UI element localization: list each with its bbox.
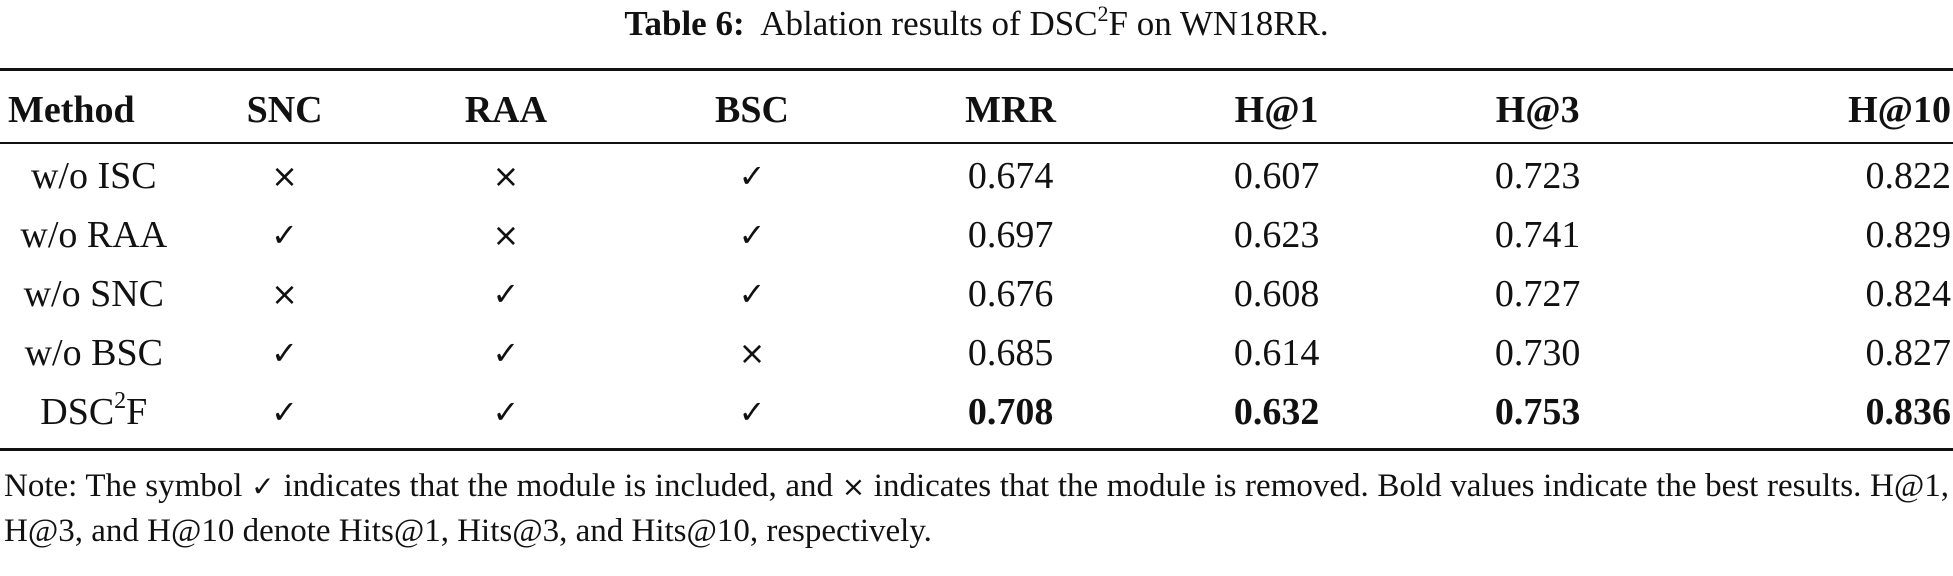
header-row: Method SNC RAA BSC MRR H@1 H@3 H@10 [0, 78, 1953, 142]
table-note: Note: The symbol ✓ indicates that the mo… [4, 464, 1949, 553]
cell-h3: 0.730 [1494, 331, 1581, 374]
cross-symbol: × [841, 470, 866, 503]
header-snc: SNC [246, 89, 323, 131]
cell-snc: ✓ [271, 392, 298, 431]
method-superscript: 2 [114, 387, 127, 414]
table-row: w/o BSC ✓ ✓ × 0.685 0.614 0.730 0.827 [0, 323, 1953, 382]
cell-bsc: ✓ [738, 392, 766, 431]
top-rule [0, 68, 1953, 71]
header-rule [0, 142, 1953, 144]
cell-method: DSC2F [0, 382, 188, 441]
table-row: w/o RAA ✓ × ✓ 0.697 0.623 0.741 0.829 [0, 205, 1953, 264]
cell-h1: 0.607 [1233, 154, 1320, 197]
bottom-rule [0, 448, 1953, 451]
cell-h3-best: 0.753 [1494, 390, 1581, 433]
table-caption: Table 6: Ablation results of DSC2F on WN… [0, 2, 1953, 46]
cell-method: w/o RAA [20, 213, 168, 256]
cell-h1: 0.608 [1233, 272, 1320, 315]
cell-h10: 0.827 [1865, 331, 1952, 374]
header-raa: RAA [464, 89, 548, 131]
header-h1: H@1 [1234, 89, 1319, 131]
method-name: DSC [40, 390, 115, 433]
cell-mrr: 0.685 [967, 331, 1054, 374]
cell-method: w/o ISC [30, 154, 157, 197]
note-text: indicates that the module is removed. Bo… [4, 468, 1949, 549]
cell-method: w/o SNC [23, 272, 164, 315]
cell-h3: 0.741 [1494, 213, 1581, 256]
table-row: w/o ISC × × ✓ 0.674 0.607 0.723 0.822 [0, 142, 1953, 205]
cell-raa: ✓ [492, 274, 520, 313]
cell-method: w/o BSC [24, 331, 163, 374]
caption-text: Ablation results of DSC [760, 4, 1098, 43]
method-name-tail: F [126, 390, 148, 433]
cell-h1-best: 0.632 [1233, 390, 1320, 433]
cell-h10-best: 0.836 [1865, 390, 1952, 433]
ablation-table: Method SNC RAA BSC MRR H@1 H@3 H@10 w/o … [0, 78, 1953, 441]
cell-h10: 0.822 [1865, 154, 1952, 197]
cell-mrr: 0.674 [967, 154, 1054, 197]
cell-snc: ✓ [271, 333, 298, 372]
caption-superscript: 2 [1097, 1, 1109, 26]
note-text: Note: The symbol [4, 468, 252, 504]
header-method: Method [8, 89, 135, 131]
cell-bsc: ✓ [738, 156, 766, 195]
cell-h10: 0.824 [1865, 272, 1952, 315]
caption-text-tail: F on WN18RR. [1108, 4, 1329, 43]
cell-h3: 0.723 [1494, 154, 1581, 197]
cell-bsc: × [738, 333, 766, 372]
cell-raa: × [492, 215, 520, 254]
header-bsc: BSC [715, 89, 789, 131]
header-h10: H@10 [1848, 89, 1951, 131]
cell-bsc: ✓ [738, 215, 766, 254]
note-text: indicates that the module is included, a… [274, 468, 842, 504]
caption-label: Table 6: [624, 4, 745, 43]
header-mrr: MRR [965, 89, 1056, 131]
cell-h1: 0.614 [1233, 331, 1320, 374]
cell-raa: × [492, 156, 520, 195]
cell-h1: 0.623 [1233, 213, 1320, 256]
cell-mrr: 0.697 [967, 213, 1054, 256]
cell-raa: ✓ [492, 392, 520, 431]
header-h3: H@3 [1495, 89, 1580, 131]
cell-h10: 0.829 [1865, 213, 1952, 256]
cell-h3: 0.727 [1494, 272, 1581, 315]
cell-raa: ✓ [492, 333, 520, 372]
table-row-full-model: DSC2F ✓ ✓ ✓ 0.708 0.632 0.753 0.836 [0, 382, 1953, 441]
cell-snc: × [271, 156, 298, 195]
check-symbol: ✓ [251, 470, 275, 503]
cell-mrr-best: 0.708 [967, 390, 1054, 433]
cell-mrr: 0.676 [967, 272, 1054, 315]
cell-snc: × [271, 274, 298, 313]
cell-bsc: ✓ [738, 274, 766, 313]
cell-snc: ✓ [271, 215, 298, 254]
table-row: w/o SNC × ✓ ✓ 0.676 0.608 0.727 0.824 [0, 264, 1953, 323]
